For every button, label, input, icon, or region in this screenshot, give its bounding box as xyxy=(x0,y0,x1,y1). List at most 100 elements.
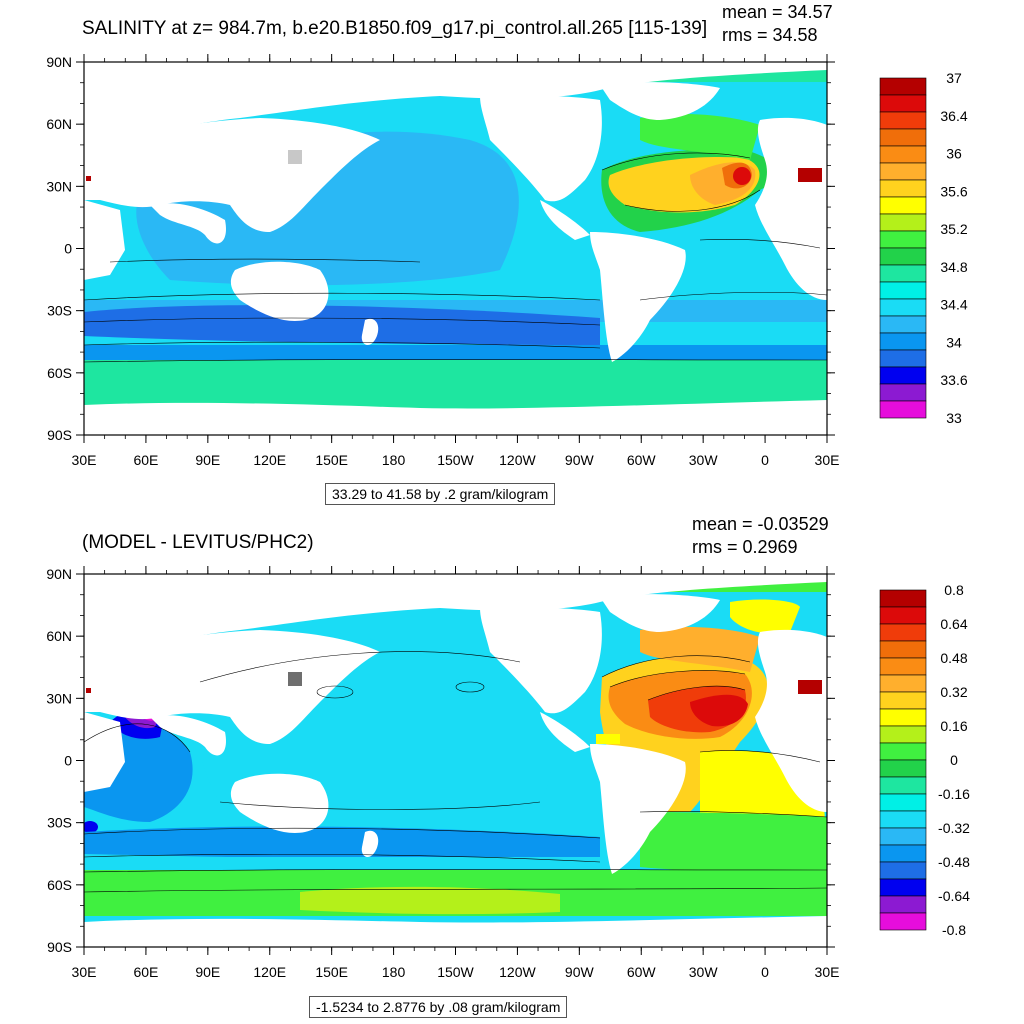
lat-tick-label: 60N xyxy=(46,116,72,132)
colorbar-box xyxy=(879,878,927,897)
barents-anom xyxy=(730,599,800,634)
colorbar-box xyxy=(879,128,927,147)
colorbar-box xyxy=(879,162,927,181)
colorbar-box xyxy=(879,383,927,402)
colorbar-label: -0.32 xyxy=(938,820,970,836)
lon-tick-label: 90E xyxy=(195,452,220,468)
land xyxy=(84,62,827,435)
rms-label: rms = 0.2969 xyxy=(692,537,798,557)
colorbar-label: -0.48 xyxy=(938,854,970,870)
colorbar-label: 35.2 xyxy=(940,221,967,237)
lon-tick-label: 90E xyxy=(195,964,220,980)
contour-range-label: 33.29 to 41.58 by .2 gram/kilogram xyxy=(325,483,556,505)
colorbar-box xyxy=(879,366,927,385)
colorbar-box xyxy=(879,912,927,931)
gray-patch xyxy=(288,150,302,164)
so-band-3 xyxy=(84,360,827,410)
lon-tick-label: 120E xyxy=(253,452,286,468)
lat-tick-label: 30N xyxy=(46,178,72,194)
so-positive xyxy=(300,886,560,915)
lon-tick-label: 30E xyxy=(72,452,97,468)
colorbar-box xyxy=(879,400,927,419)
colorbar-box xyxy=(879,247,927,266)
colorbar-label: 0.48 xyxy=(940,650,967,666)
red-sea-outflow xyxy=(798,168,822,182)
colorbar-label: -0.16 xyxy=(938,786,970,802)
colorbar-box xyxy=(879,213,927,232)
lat-tick-label: 60S xyxy=(47,877,72,893)
map-title: (MODEL - LEVITUS/PHC2) xyxy=(82,532,314,553)
colorbar-box xyxy=(879,111,927,130)
gray-patch xyxy=(288,672,302,686)
atlantic-anom-peak xyxy=(690,694,748,727)
lon-tick-label: 150E xyxy=(315,964,348,980)
nordic-seas xyxy=(640,114,760,160)
colorbar-label: 0.64 xyxy=(940,616,967,632)
lon-tick-label: 120W xyxy=(499,964,536,980)
colorbar-box xyxy=(879,230,927,249)
colorbar-box xyxy=(879,725,927,744)
colorbar-box xyxy=(879,691,927,710)
colorbar-label: 34 xyxy=(946,334,962,350)
map-field xyxy=(84,574,827,947)
colorbar-label: 34.4 xyxy=(940,297,967,313)
colorbar-label: 35.6 xyxy=(940,183,967,199)
mean-label: mean = -0.03529 xyxy=(692,514,829,534)
lat-tick-label: 60S xyxy=(47,365,72,381)
colorbar-box xyxy=(879,844,927,863)
colorbar-box xyxy=(879,349,927,368)
colorbar-label: 33 xyxy=(946,410,962,426)
lat-tick-label: 90S xyxy=(47,427,72,443)
colorbar: 0.8 0.64 0.48 0.32 0.16 0 -0.16 -0.32 -0.48 -0.64… xyxy=(879,582,970,938)
lat-tick-label: 0 xyxy=(64,753,72,769)
lon-tick-label: 120E xyxy=(253,964,286,980)
lon-tick-label: 180 xyxy=(382,452,406,468)
lon-tick-label: 180 xyxy=(382,964,406,980)
lon-tick-label: 60W xyxy=(627,452,657,468)
south-atlantic-green xyxy=(640,812,827,872)
lon-tick-label: 90W xyxy=(565,964,595,980)
colorbar-label: 33.6 xyxy=(940,372,967,388)
colorbar-box xyxy=(879,827,927,846)
contours xyxy=(84,152,827,363)
lat-tick-label: 0 xyxy=(64,241,72,257)
lat-tick-label: 90S xyxy=(47,939,72,955)
colorbar-box xyxy=(879,657,927,676)
contours xyxy=(84,651,827,893)
lat-tick-label: 90N xyxy=(46,566,72,582)
colorbar-label: 36 xyxy=(946,146,962,162)
lat-tick-label: 60N xyxy=(46,628,72,644)
mean-label: mean = 34.57 xyxy=(722,2,833,22)
lon-tick-label: 120W xyxy=(499,452,536,468)
colorbar-box xyxy=(879,264,927,283)
lon-tick-label: 30W xyxy=(689,452,719,468)
lon-tick-label: 60E xyxy=(133,964,158,980)
colorbar-label: 0.8 xyxy=(944,582,964,598)
colorbar-box xyxy=(879,77,927,96)
colorbar-box xyxy=(879,861,927,880)
colorbar-box xyxy=(879,145,927,164)
difference-panel: (MODEL - LEVITUS/PHC2) mean = -0.03529 r… xyxy=(0,512,1024,1024)
lon-tick-label: 150W xyxy=(437,452,474,468)
colorbar-box xyxy=(879,589,927,608)
lon-tick-label: 60E xyxy=(133,452,158,468)
colorbar-box xyxy=(879,623,927,642)
lat-tick-label: 90N xyxy=(46,54,72,70)
lon-tick-label: 30E xyxy=(72,964,97,980)
lat-tick-label: 30N xyxy=(46,690,72,706)
caribbean-anom xyxy=(596,734,620,744)
colorbar: 37 36.4 36 35.6 35.2 34.8 34.4 34 33.6 33 xyxy=(879,70,968,426)
colorbar-label: -0.8 xyxy=(942,922,966,938)
colorbar-label: 0 xyxy=(950,752,958,768)
map-field xyxy=(84,62,827,435)
colorbar-label: 34.8 xyxy=(940,259,967,275)
colorbar-box xyxy=(879,196,927,215)
colorbar-label: 0.16 xyxy=(940,718,967,734)
lat-tick-label: 30S xyxy=(47,303,72,319)
colorbar-box xyxy=(879,895,927,914)
colorbar-box xyxy=(879,606,927,625)
lon-tick-label: 150E xyxy=(315,452,348,468)
lon-tick-label: 30W xyxy=(689,964,719,980)
